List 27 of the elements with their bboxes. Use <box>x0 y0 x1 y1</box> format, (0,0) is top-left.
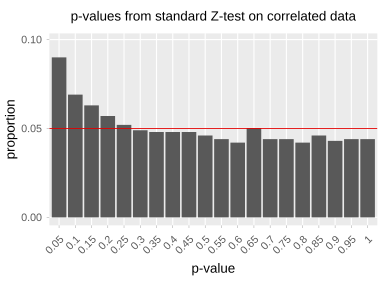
y-tick-label: 0.00 <box>22 214 42 222</box>
x-tick-label: 0.05 <box>46 235 64 254</box>
y-tick-label: 0.10 <box>22 36 42 44</box>
x-tick-label: 0.25 <box>110 235 128 254</box>
x-tick-label: 0.35 <box>143 235 161 254</box>
y-tick-label: 0.05 <box>22 124 42 132</box>
chart-title: p-values from standard Z-test on correlated data <box>72 10 356 24</box>
x-tick-label: 0.65 <box>240 235 258 254</box>
x-tick-label: 0.45 <box>176 235 194 254</box>
x-tick-label: 0.9 <box>326 236 339 250</box>
x-tick-label: 0.55 <box>208 235 226 254</box>
x-tick-label: 1 <box>364 236 372 244</box>
x-tick-label: 0.95 <box>338 235 356 254</box>
x-tick-label: 0.85 <box>306 235 323 254</box>
x-tick-label: 0.2 <box>98 236 113 250</box>
x-axis-title: p-value <box>192 263 235 276</box>
x-tick-label: 0.6 <box>228 236 242 250</box>
x-tick-label: 0.15 <box>78 235 96 254</box>
bar <box>360 139 375 218</box>
x-tick-label: 0.4 <box>164 236 178 250</box>
x-tick-label: 0.8 <box>294 236 307 250</box>
x-tick-label: 0.1 <box>66 236 80 250</box>
x-tick-label: 0.7 <box>261 235 274 250</box>
x-tick-label: 0.5 <box>196 235 210 250</box>
y-axis-title: proportion <box>4 100 18 158</box>
x-tick-label: 0.75 <box>273 235 290 254</box>
x-tick-label: 0.3 <box>131 236 144 250</box>
